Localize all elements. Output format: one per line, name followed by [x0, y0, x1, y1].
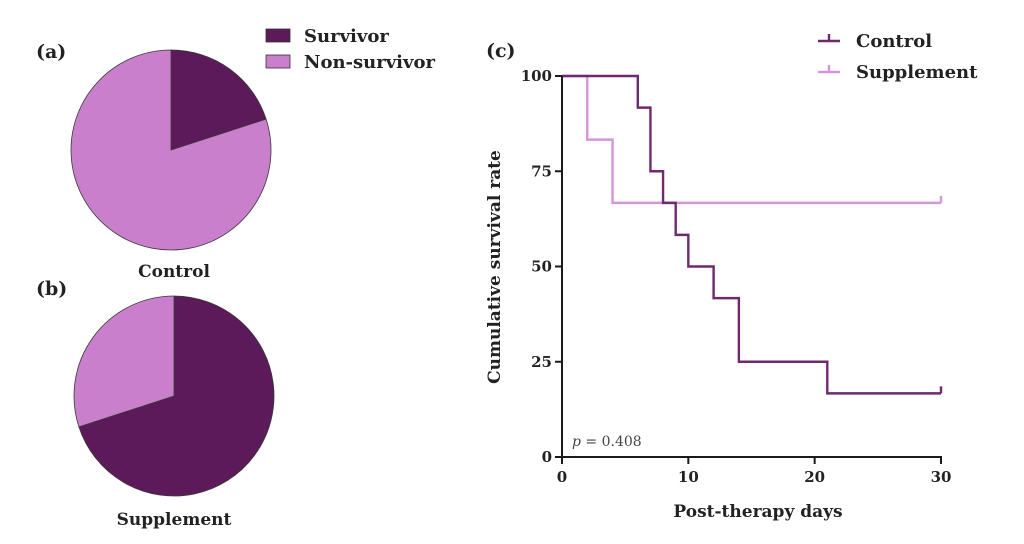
km-axes: 0 25 50 75 100 0 10 20 30 — [521, 67, 952, 486]
km-legend: Control Supplement — [818, 31, 978, 83]
km-legend-label-control: Control — [856, 31, 932, 52]
p-value-annotation: p = 0.408 — [572, 434, 642, 450]
x-tick-label: 0 — [557, 468, 567, 486]
pie-slice-survivor — [78, 295, 275, 497]
pie-legend: Survivor Non-survivor — [265, 26, 435, 73]
legend-label-survivor: Survivor — [304, 26, 389, 47]
y-tick-label: 25 — [531, 353, 552, 371]
legend-label-non-survivor: Non-survivor — [304, 52, 435, 73]
panel-a: (a) Control Survivor Non-survivor — [36, 26, 435, 282]
legend-swatch-non-survivor — [265, 54, 291, 69]
panel-b: (b) Supplement — [36, 278, 275, 530]
panel-label-a: (a) — [36, 41, 66, 63]
p-symbol: p — [572, 434, 581, 450]
y-tick-label: 75 — [531, 162, 552, 180]
pie-control — [70, 49, 272, 251]
x-tick-label: 20 — [804, 468, 825, 486]
y-tick-label: 0 — [542, 448, 552, 466]
y-tick-label: 50 — [531, 258, 552, 276]
km-legend-label-supplement: Supplement — [856, 62, 978, 83]
panel-label-b: (b) — [36, 278, 67, 300]
pie-slice-non-survivor — [73, 295, 175, 428]
pie-title-supplement: Supplement — [117, 510, 232, 530]
x-axis-title: Post-therapy days — [673, 502, 842, 522]
pie-supplement — [73, 295, 275, 497]
legend-swatch-survivor — [265, 28, 291, 43]
pie-title-control: Control — [138, 262, 210, 282]
pie-slice-non-survivor — [70, 49, 272, 251]
x-tick-label: 10 — [678, 468, 699, 486]
km-line-control — [562, 74, 941, 395]
km-line-supplement — [562, 74, 941, 205]
pie-slice-survivor — [170, 49, 267, 151]
y-axis-title: Cumulative survival rate — [485, 150, 505, 384]
km-plot-area — [562, 74, 943, 395]
panel-label-c: (c) — [486, 40, 516, 62]
x-tick-label: 30 — [931, 468, 952, 486]
p-value: = 0.408 — [581, 434, 642, 450]
y-tick-label: 100 — [521, 67, 552, 85]
